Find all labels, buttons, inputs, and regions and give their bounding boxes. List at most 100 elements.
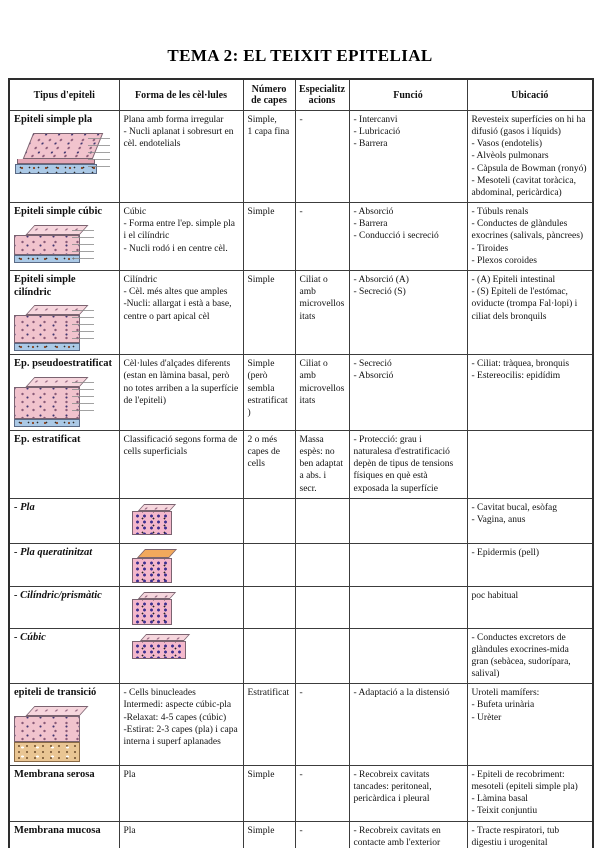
- cell-ubicacio: Revesteix superfícies on hi ha difusió (…: [466, 109, 594, 204]
- tissue-annotations: [72, 229, 94, 260]
- cell-ubicacio: poc habitual: [466, 585, 594, 629]
- cell-funcio: - Secreció - Absorció: [348, 354, 468, 431]
- cell-tipus: Epiteli simple cilíndric: [8, 270, 120, 356]
- cell-forma: Pla: [118, 820, 244, 848]
- table-row: - Cúbic - Conductes excretors de glàndul…: [8, 627, 594, 685]
- tissue-basal-layer: [14, 343, 80, 352]
- epitheli-type-label: Epiteli simple cilíndric: [14, 274, 76, 298]
- tissue-annotations: [72, 381, 94, 412]
- epitheli-type-label: Epiteli simple cúbic: [14, 206, 103, 218]
- cell-funcio: [348, 497, 468, 544]
- tissue-top-face: [25, 705, 89, 716]
- tissue-annotations: [72, 310, 94, 341]
- page-title: TEMA 2: EL TEIXIT EPITELIAL: [167, 46, 433, 65]
- tissue-front-face: [14, 315, 80, 344]
- tissue-front-face: [131, 598, 172, 625]
- cell-especialitzacions: -: [294, 683, 350, 766]
- column-header-capes: Número de capes: [242, 78, 296, 111]
- table-row: - Pla - Cavitat bucal, esòfag - Vagina, …: [8, 497, 594, 544]
- cell-funcio: - Absorció (A) - Secreció (S): [348, 270, 468, 356]
- cell-funcio: [348, 627, 468, 685]
- cell-capes: Simple: [242, 820, 296, 848]
- stratified-cilindric-block-illustration: [131, 591, 180, 625]
- cell-ubicacio: - Cavitat bucal, esòfag - Vagina, anus: [466, 497, 594, 544]
- cell-funcio: - Recobreix cavitats tancades: peritonea…: [348, 764, 468, 822]
- cell-especialitzacions: [294, 585, 350, 629]
- cell-forma: Pla: [118, 764, 244, 822]
- epitheli-type-label: Ep. pseudoestratificat: [14, 358, 112, 370]
- epithelium-table: Tipus d'epiteli Forma de les cèl·lules N…: [8, 78, 594, 848]
- cell-forma: Cilíndric - Cèl. més altes que amples -N…: [118, 270, 244, 356]
- cell-capes: [242, 497, 296, 544]
- epitheli-type-label: epiteli de transició: [14, 687, 97, 699]
- stratified-cubic-block-illustration: [131, 633, 192, 659]
- table-row: Membrana serosa Pla Simple - - Recobreix…: [8, 764, 594, 822]
- cell-tipus: - Cúbic: [8, 627, 120, 685]
- cell-funcio: - Adaptació a la distensió: [348, 683, 468, 766]
- cell-capes: Simple: [242, 202, 296, 272]
- cell-ubicacio: - Epidermis (pell): [466, 542, 594, 587]
- cell-tipus: - Cilíndric/prismàtic: [8, 585, 120, 629]
- cell-capes: Simple: [242, 764, 296, 822]
- cell-forma: [118, 627, 244, 685]
- cell-ubicacio: [466, 429, 594, 499]
- tissue-front-face: [131, 557, 172, 583]
- cell-ubicacio: Uroteli mamífers: - Bufeta urinària - Ur…: [466, 683, 594, 766]
- table-row: Membrana mucosa Pla Simple - - Recobreix…: [8, 820, 594, 848]
- cell-especialitzacions: Massa espès: no ben adaptat a abs. i sec…: [294, 429, 350, 499]
- keratin-top-face: [136, 548, 177, 558]
- cell-ubicacio: - (A) Epiteli intestinal - (S) Epiteli d…: [466, 270, 594, 356]
- table-row: Epiteli simple cúbic Cúbic - Forma entre…: [8, 202, 594, 272]
- tissue-annotations: [88, 137, 110, 168]
- cell-capes: [242, 585, 296, 629]
- tissue-front-face: [131, 510, 172, 535]
- cell-especialitzacions: [294, 542, 350, 587]
- tissue-top-face: [139, 633, 190, 641]
- tissue-top-face: [137, 503, 176, 511]
- stratified-pla-block-illustration: [131, 503, 180, 535]
- tissue-basal-layer: [14, 418, 80, 427]
- cell-capes: Simple (però sembla estratificat): [242, 354, 296, 431]
- tissue-front-face: [14, 386, 80, 419]
- cell-capes: Simple, 1 capa fina: [242, 109, 296, 204]
- cell-especialitzacions: -: [294, 202, 350, 272]
- transicio-tissue-illustration: [14, 705, 94, 762]
- cell-tipus: Epiteli simple pla: [8, 109, 120, 204]
- column-header-tipus: Tipus d'epiteli: [8, 78, 120, 111]
- cell-forma: Cúbic - Forma entre l'ep. simple pla i e…: [118, 202, 244, 272]
- epitheli-type-label: Membrana serosa: [14, 768, 95, 780]
- simple-pla-tissue-illustration: [14, 132, 110, 174]
- cell-funcio: - Recobreix cavitats en contacte amb l'e…: [348, 820, 468, 848]
- cell-ubicacio: - Ciliat: tràquea, bronquis - Estereocil…: [466, 354, 594, 431]
- cell-tipus: Epiteli simple cúbic: [8, 202, 120, 272]
- table-row: Epiteli simple cilíndric Cilíndric - Cèl…: [8, 270, 594, 356]
- cell-forma: Classificació segons forma de cells supe…: [118, 429, 244, 499]
- cell-funcio: [348, 542, 468, 587]
- cell-capes: [242, 627, 296, 685]
- cell-funcio: - Intercanvi - Lubricació - Barrera: [348, 109, 468, 204]
- cell-ubicacio: - Conductes excretors de glàndules exocr…: [466, 627, 594, 685]
- cell-forma: - Cells binucleades Intermedi: aspecte c…: [118, 683, 244, 766]
- table-row: Ep. estratificat Classificació segons fo…: [8, 429, 594, 499]
- cell-forma: [118, 585, 244, 629]
- cell-ubicacio: - Epiteli de recobriment: mesoteli (epit…: [466, 764, 594, 822]
- epitheli-type-label: Membrana mucosa: [14, 824, 101, 836]
- cell-tipus: Membrana serosa: [8, 764, 120, 822]
- table-row: - Pla queratinitzat - Epidermis (pell): [8, 542, 594, 587]
- cell-forma: [118, 497, 244, 544]
- cell-tipus: - Pla queratinitzat: [8, 542, 120, 587]
- cell-ubicacio: - Tracte respiratori, tub digestiu i uro…: [466, 820, 594, 848]
- epitheli-subtype-label: - Pla: [14, 501, 35, 513]
- cell-tipus: Ep. pseudoestratificat: [8, 354, 120, 431]
- epitheli-subtype-label: - Cúbic: [14, 631, 46, 643]
- cell-funcio: [348, 585, 468, 629]
- tissue-top-face: [137, 591, 176, 599]
- cell-tipus: - Pla: [8, 497, 120, 544]
- cell-especialitzacions: Ciliat o amb microvellositats: [294, 354, 350, 431]
- cell-forma: [118, 542, 244, 587]
- cell-funcio: - Protecció: grau i naturalesa d'estrati…: [348, 429, 468, 499]
- cell-tipus: Membrana mucosa: [8, 820, 120, 848]
- cell-forma: Plana amb forma irregular - Nucli aplana…: [118, 109, 244, 204]
- cell-tipus: Ep. estratificat: [8, 429, 120, 499]
